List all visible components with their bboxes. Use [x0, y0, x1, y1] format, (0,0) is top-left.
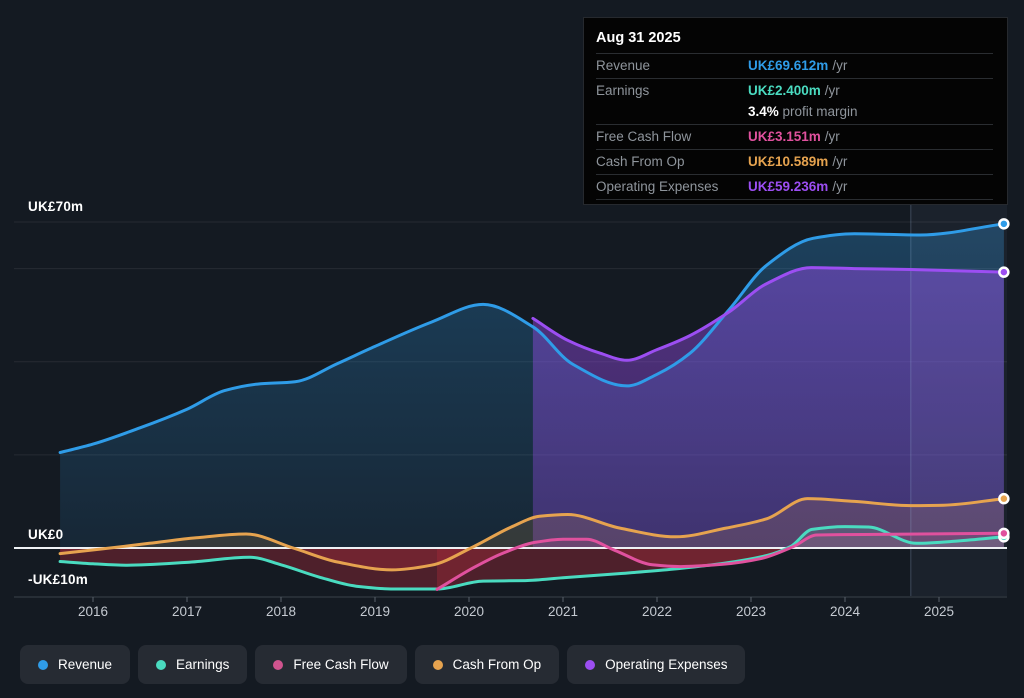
x-axis-label-2019: 2019: [359, 604, 391, 619]
legend: Revenue Earnings Free Cash Flow Cash Fro…: [20, 645, 746, 684]
x-axis-label-2021: 2021: [547, 604, 579, 619]
tooltip-row-free-cash-flow: Free Cash Flow UK£3.151m/yr: [596, 124, 993, 149]
y-axis-label-70m: UK£70m: [28, 199, 84, 214]
legend-item-earnings[interactable]: Earnings: [138, 645, 248, 684]
x-axis-label-2016: 2016: [77, 604, 109, 619]
x-axis-label-2017: 2017: [171, 604, 203, 619]
tooltip-row-profit-margin: 3.4% profit margin: [748, 104, 858, 119]
legend-item-free-cash-flow[interactable]: Free Cash Flow: [255, 645, 407, 684]
legend-item-revenue[interactable]: Revenue: [20, 645, 131, 684]
cash-from-op-dot-icon: [432, 659, 443, 670]
y-axis-label-neg10m: -UK£10m: [28, 572, 88, 587]
x-axis-label-2022: 2022: [641, 604, 673, 619]
financial-history-chart[interactable]: [0, 0, 1024, 640]
free-cash-flow-dot-icon: [273, 659, 284, 670]
x-axis-label-2023: 2023: [735, 604, 767, 619]
legend-item-operating-expenses[interactable]: Operating Expenses: [567, 645, 746, 684]
tooltip: Aug 31 2025 Revenue UK£69.612m/yr Earnin…: [583, 17, 1008, 205]
tooltip-row-earnings: Earnings UK£2.400m/yr: [596, 78, 993, 103]
tooltip-date: Aug 31 2025: [596, 30, 681, 46]
legend-item-cash-from-op[interactable]: Cash From Op: [414, 645, 560, 684]
revenue-dot-icon: [38, 659, 48, 670]
x-axis-label-2025: 2025: [923, 604, 955, 619]
x-axis-label-2024: 2024: [829, 604, 861, 619]
operating-expenses-dot-icon: [585, 659, 596, 670]
tooltip-row-operating-expenses: Operating Expenses UK£59.236m/yr: [596, 174, 993, 200]
tooltip-row-cash-from-op: Cash From Op UK£10.589m/yr: [596, 149, 993, 174]
tooltip-row-revenue: Revenue UK£69.612m/yr: [596, 53, 993, 78]
earnings-dot-icon: [156, 659, 167, 670]
y-axis-label-0: UK£0: [28, 527, 64, 542]
x-axis-label-2020: 2020: [453, 604, 485, 619]
x-axis-label-2018: 2018: [265, 604, 297, 619]
